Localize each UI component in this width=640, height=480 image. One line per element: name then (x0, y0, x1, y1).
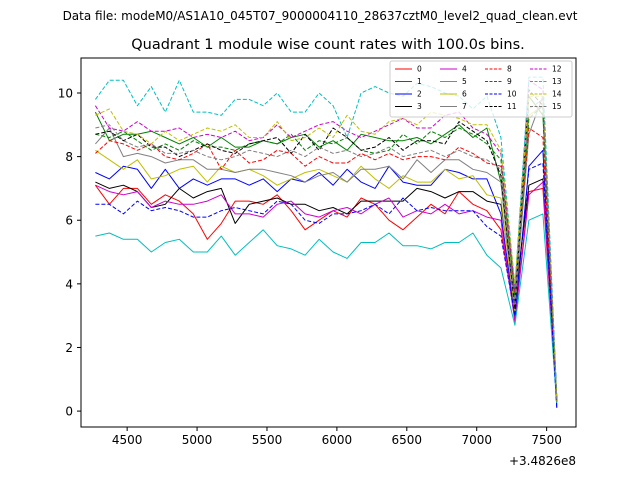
series-line-7 (95, 95, 558, 402)
y-tick-label: 2 (65, 341, 73, 355)
legend-label-15: 15 (552, 102, 562, 111)
legend-label-7: 7 (462, 102, 467, 111)
legend-label-0: 0 (417, 65, 422, 74)
series-line-0 (94, 184, 558, 402)
y-tick-label: 8 (65, 150, 73, 164)
legend-label-12: 12 (552, 65, 562, 74)
x-axis: 4500 5000 5500 6000 6500 7000 7500 (112, 427, 562, 447)
y-tick-label: 4 (65, 277, 73, 291)
series-line-14 (95, 95, 558, 402)
x-tick-label: 6000 (322, 433, 353, 447)
x-tick-label: 5500 (252, 433, 283, 447)
series-line-5 (95, 213, 558, 405)
series-line-10 (95, 162, 558, 408)
legend-label-3: 3 (417, 102, 422, 111)
x-tick-label: 5000 (182, 433, 213, 447)
legend-label-2: 2 (417, 90, 422, 99)
x-axis-offset-label: +3.4826e8 (509, 454, 576, 468)
legend-label-9: 9 (507, 77, 512, 86)
x-tick-label: 7500 (531, 433, 562, 447)
legend-label-10: 10 (507, 90, 517, 99)
legend-label-4: 4 (462, 65, 467, 74)
legend-label-13: 13 (552, 77, 562, 86)
series-line-4 (95, 181, 558, 405)
legend-box (389, 60, 573, 118)
series-line-2 (95, 149, 558, 408)
x-tick-label: 7000 (461, 433, 492, 447)
legend-label-11: 11 (507, 102, 517, 111)
series-line-3 (95, 178, 558, 402)
series-line-15 (95, 98, 558, 402)
y-axis: 0 2 4 6 8 10 (58, 86, 81, 419)
legend-label-1: 1 (417, 77, 422, 86)
series-line-12 (94, 79, 558, 399)
legend-label-5: 5 (462, 77, 467, 86)
y-tick-label: 10 (58, 86, 73, 100)
figure-suptitle: Data file: modeM0/AS1A10_045T07_90000041… (63, 9, 578, 23)
series-line-8 (95, 127, 558, 402)
legend-label-6: 6 (462, 90, 467, 99)
y-tick-label: 0 (65, 405, 73, 419)
x-tick-label: 4500 (112, 433, 143, 447)
legend-label-8: 8 (507, 65, 512, 74)
legend-label-14: 14 (552, 90, 562, 99)
series-line-1 (94, 95, 558, 399)
axes-frame (80, 57, 577, 428)
x-tick-label: 6500 (392, 433, 423, 447)
series-line-9 (95, 105, 558, 399)
series-line-6 (95, 105, 558, 402)
series-layer (94, 76, 558, 408)
chart-title: Quadrant 1 module wise count rates with … (131, 37, 525, 53)
y-tick-label: 6 (65, 214, 73, 228)
